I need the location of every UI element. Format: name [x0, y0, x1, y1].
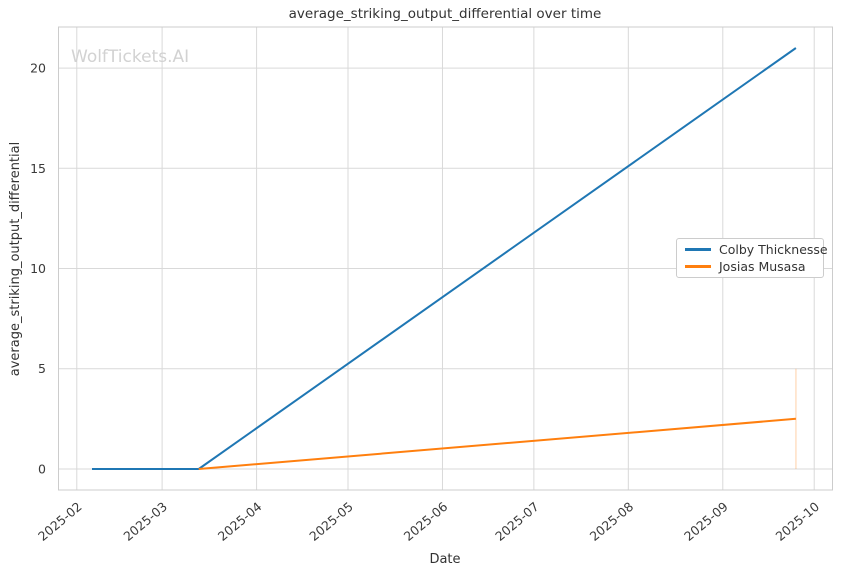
legend-entry-josias-musasa: Josias Musasa [685, 258, 815, 275]
legend-line-sample-blue [685, 248, 711, 251]
x-tick-label: 2025-05 [306, 499, 356, 544]
y-tick-label: 20 [30, 61, 46, 76]
x-axis-label: Date [429, 552, 460, 567]
watermark: WolfTickets.AI [71, 47, 189, 67]
y-tick-label: 10 [30, 261, 46, 276]
x-tick-label: 2025-08 [587, 499, 637, 544]
series-lines [92, 47, 797, 470]
legend-label: Josias Musasa [719, 259, 806, 274]
y-tick-label: 0 [38, 461, 46, 476]
legend: Colby Thicknesse Josias Musasa [676, 238, 828, 278]
y-tick-label: 15 [30, 161, 46, 176]
legend-entry-colby-thicknesse: Colby Thicknesse [685, 241, 828, 258]
x-tick-label: 2025-09 [681, 499, 731, 544]
x-tick-label: 2025-07 [492, 499, 542, 544]
x-tick-label: 2025-06 [401, 499, 451, 544]
x-tick-label: 2025-10 [772, 499, 822, 544]
x-tick-label: 2025-04 [215, 499, 265, 544]
legend-line-sample-orange [685, 265, 711, 268]
chart-title: average_striking_output_differential ove… [289, 6, 602, 22]
series-line-josias-musasa [198, 417, 796, 470]
x-tick-label: 2025-02 [35, 499, 85, 544]
x-tick-label: 2025-03 [120, 499, 170, 544]
axis-tick-labels: 0 5 10 15 20 2025-02 2025-03 2025-04 2025-05 2025… [30, 61, 822, 544]
y-axis-label: average_striking_output_differential [8, 142, 23, 376]
y-tick-label: 5 [38, 361, 46, 376]
plot-border [58, 26, 833, 491]
legend-label: Colby Thicknesse [719, 242, 828, 257]
